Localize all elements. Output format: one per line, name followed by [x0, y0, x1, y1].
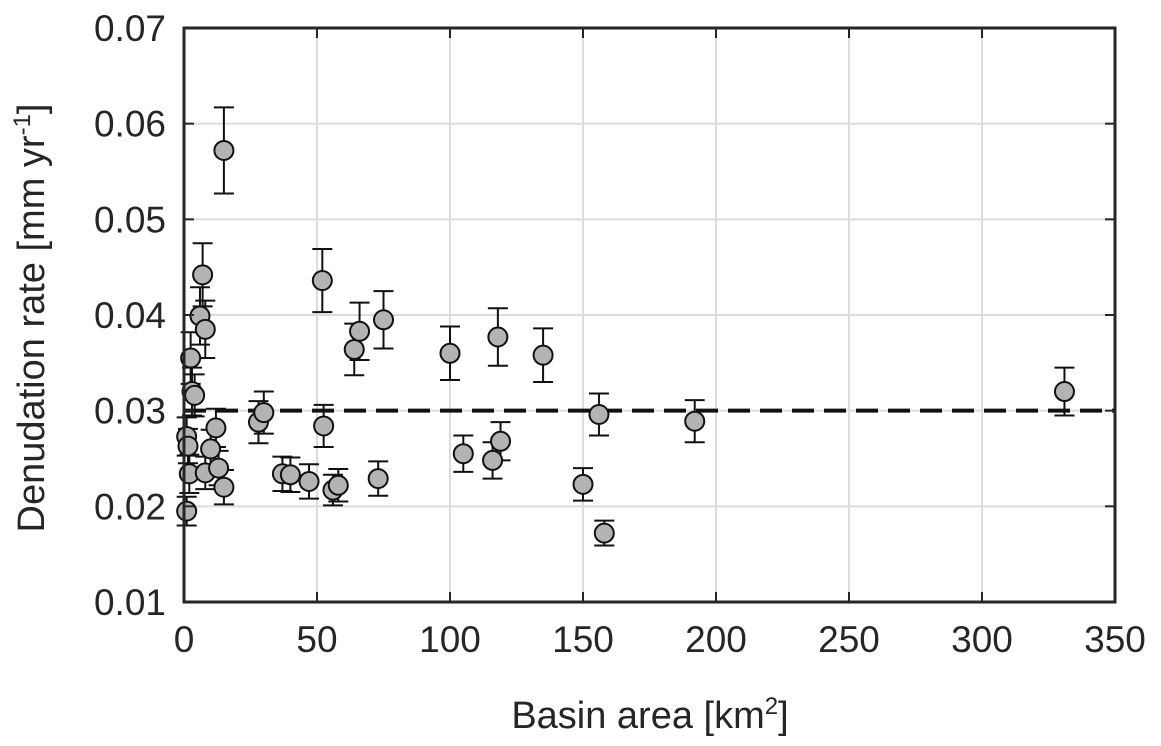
data-point — [213, 139, 235, 161]
data-point — [684, 410, 706, 432]
data-point — [192, 264, 214, 286]
data-point — [279, 464, 301, 486]
data-point — [208, 457, 230, 479]
data-point — [349, 320, 371, 342]
x-tick-label: 350 — [1084, 619, 1146, 660]
x-tick-label: 200 — [685, 619, 747, 660]
y-axis-label: Denudation rate [mm yr-1] — [9, 104, 53, 533]
data-point — [439, 342, 461, 364]
grid-lines — [183, 27, 1116, 603]
data-point — [452, 443, 474, 465]
data-point — [367, 468, 389, 490]
y-tick-label: 0.07 — [94, 8, 166, 49]
x-tick-label: 250 — [818, 619, 880, 660]
y-tick-labels: 0.01 0.02 0.03 0.04 0.05 0.06 0.07 — [94, 8, 166, 623]
x-tick-labels: 0 50 100 150 200 250 300 350 — [174, 619, 1146, 660]
x-tick-label: 300 — [951, 619, 1013, 660]
data-point — [253, 402, 275, 424]
data-point — [572, 473, 594, 495]
data-point — [213, 476, 235, 498]
data-points — [176, 139, 1075, 544]
data-point — [313, 415, 335, 437]
data-point — [373, 309, 394, 331]
data-point — [490, 430, 512, 452]
x-tick-label: 50 — [296, 619, 337, 660]
data-point — [532, 344, 554, 366]
y-tick-label: 0.04 — [94, 295, 166, 336]
x-tick-label: 0 — [174, 619, 195, 660]
data-point — [194, 318, 216, 340]
data-point — [311, 270, 333, 292]
data-point — [593, 522, 615, 544]
axis-ticks — [183, 27, 1116, 603]
x-tick-label: 100 — [419, 619, 481, 660]
data-point — [482, 449, 504, 471]
data-point — [327, 474, 349, 496]
data-point — [487, 326, 509, 348]
data-point — [588, 403, 610, 425]
y-tick-label: 0.02 — [94, 486, 166, 527]
data-point — [298, 470, 320, 492]
y-tick-label: 0.03 — [94, 391, 166, 432]
data-point — [180, 347, 202, 369]
data-point — [205, 417, 227, 439]
y-tick-label: 0.05 — [94, 199, 166, 240]
data-point — [176, 500, 198, 522]
data-point — [343, 338, 365, 360]
data-point — [177, 435, 199, 457]
data-point — [184, 384, 206, 406]
x-tick-label: 150 — [552, 619, 614, 660]
data-point — [1053, 381, 1075, 403]
x-axis-label: Basin area [km2] — [511, 693, 788, 737]
y-tick-label: 0.06 — [94, 104, 166, 145]
y-tick-label: 0.01 — [94, 582, 166, 623]
data-point — [200, 438, 222, 460]
